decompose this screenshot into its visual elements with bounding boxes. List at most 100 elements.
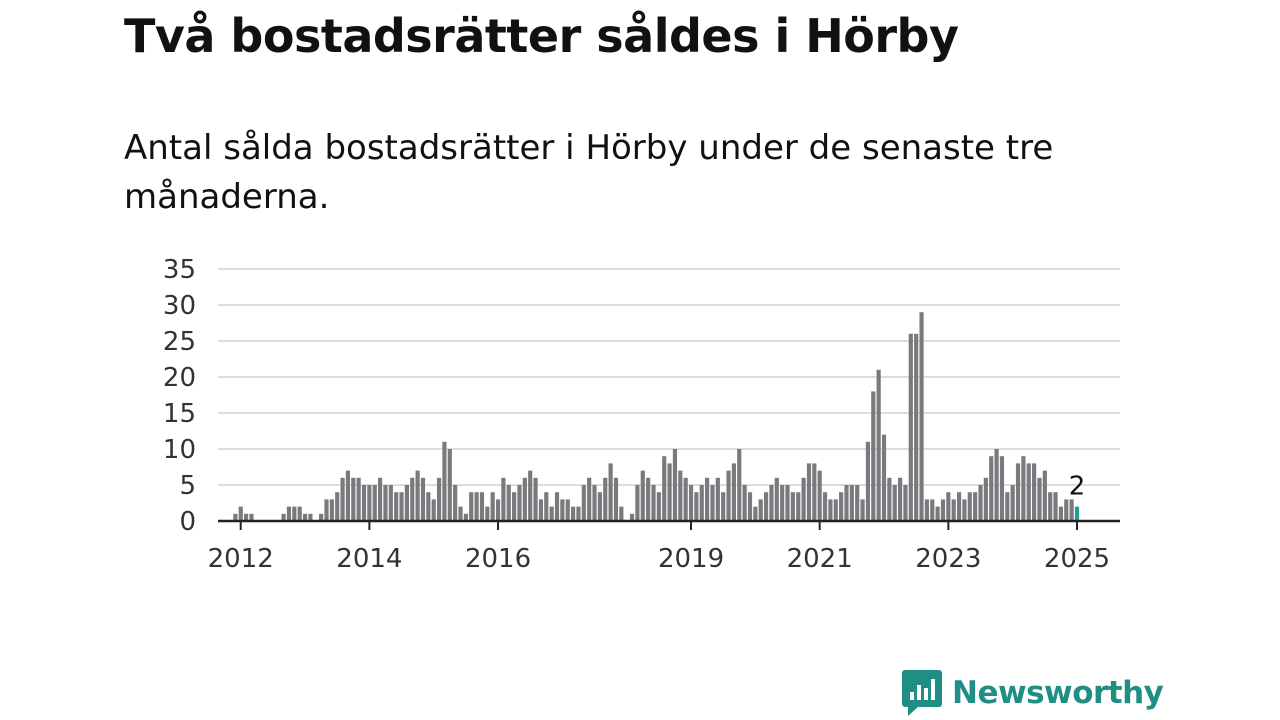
bar — [302, 513, 308, 521]
chart-subtitle: Antal sålda bostadsrätter i Hörby under … — [124, 128, 1054, 217]
bar — [442, 441, 447, 521]
bar — [565, 499, 570, 521]
bar — [345, 470, 351, 521]
bar — [769, 485, 774, 521]
y-tick-label: 30 — [163, 291, 196, 321]
bar — [485, 506, 490, 521]
bar — [978, 485, 983, 521]
bar — [431, 499, 436, 521]
newsworthy-logo-icon — [902, 670, 942, 716]
bar — [994, 449, 999, 521]
bar — [506, 485, 511, 521]
bar — [1042, 470, 1047, 521]
y-tick-label: 20 — [163, 363, 196, 393]
bar — [919, 312, 924, 521]
bar — [1021, 456, 1026, 521]
x-tick-label: 2019 — [658, 544, 724, 574]
bar — [855, 485, 860, 521]
bar — [908, 333, 913, 521]
bar — [1053, 492, 1058, 521]
bar — [694, 492, 699, 521]
bar — [844, 485, 849, 521]
y-tick-label: 35 — [163, 255, 196, 285]
bar — [785, 485, 790, 521]
bar — [1015, 463, 1021, 521]
bar — [372, 485, 377, 521]
bar — [962, 499, 967, 521]
bar — [865, 441, 871, 521]
bar — [404, 485, 409, 521]
bar — [898, 477, 903, 521]
bar — [447, 449, 452, 521]
bar — [989, 456, 994, 521]
bar — [951, 499, 956, 521]
bar — [560, 499, 565, 521]
bar — [683, 477, 688, 521]
bar — [490, 492, 495, 521]
bar — [914, 333, 919, 521]
bar — [1010, 485, 1015, 521]
bar — [1026, 463, 1031, 521]
bar — [629, 513, 635, 521]
last-value-label: 2 — [1069, 472, 1086, 502]
bar — [656, 492, 661, 521]
bar — [871, 391, 876, 521]
bar — [619, 506, 624, 521]
bar — [726, 470, 731, 521]
bar — [469, 492, 474, 521]
bar — [828, 499, 833, 521]
bar — [903, 485, 908, 521]
bar — [892, 485, 897, 521]
bar — [833, 499, 838, 521]
bar — [249, 513, 254, 521]
bar — [603, 477, 608, 521]
bar — [662, 456, 667, 521]
bar — [849, 485, 854, 521]
brand-logo: Newsworthy — [902, 670, 1164, 716]
bar — [721, 492, 726, 521]
bar — [999, 456, 1005, 521]
bar — [796, 492, 801, 521]
bar — [297, 506, 302, 521]
bar — [587, 477, 592, 521]
bar — [651, 485, 656, 521]
bar — [458, 506, 463, 521]
bar — [495, 499, 501, 521]
bar — [822, 492, 828, 521]
bar — [501, 477, 506, 521]
bar — [420, 477, 426, 521]
bar — [860, 499, 865, 521]
bar — [238, 506, 243, 521]
bar — [672, 449, 678, 521]
y-tick-label: 15 — [163, 399, 196, 429]
bar — [329, 499, 334, 521]
bar — [812, 463, 817, 521]
bar — [640, 470, 645, 521]
bar — [388, 485, 393, 521]
x-tick-label: 2016 — [465, 544, 531, 574]
x-tick-label: 2021 — [787, 544, 853, 574]
bar — [308, 513, 313, 521]
bar — [243, 513, 249, 521]
bar — [930, 499, 935, 521]
bar — [817, 470, 822, 521]
bar — [1048, 492, 1053, 521]
bar — [538, 499, 544, 521]
bar — [1005, 492, 1010, 521]
bar — [597, 492, 602, 521]
bar — [340, 477, 345, 521]
bar — [983, 477, 988, 521]
brand-name: Newsworthy — [952, 675, 1164, 711]
chart-title: Två bostadsrätter såldes i Hörby — [124, 9, 959, 63]
bar — [688, 485, 694, 521]
bar — [613, 477, 619, 521]
bar — [351, 477, 356, 521]
bar — [383, 485, 388, 521]
bar — [592, 485, 597, 521]
bar — [876, 369, 881, 521]
bar — [940, 499, 946, 521]
bar — [710, 485, 715, 521]
bar — [324, 499, 329, 521]
bar — [646, 477, 651, 521]
